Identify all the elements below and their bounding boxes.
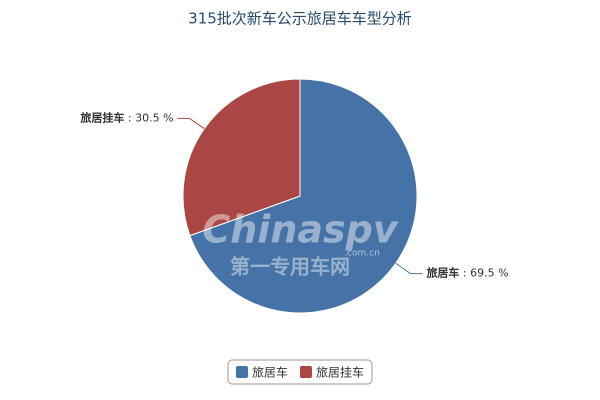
data-label-name: 旅居挂车 [80,110,124,124]
chart-title: 315批次新车公示旅居车车型分析 [188,10,412,28]
data-label-separator: : [124,111,135,124]
label-connector [395,262,423,275]
data-label-separator: : [459,267,470,280]
pie-slice [189,78,418,314]
data-label-name: 旅居车 [426,266,459,280]
data-label: 旅居挂车 : 30.5 % [80,110,173,124]
watermark: .com.cn [344,249,380,259]
data-label: 旅居车 : 69.5 % [426,266,508,280]
legend-label: 旅居车 [252,365,288,380]
label-connector [177,117,205,130]
watermark: Chinaspv [202,208,398,252]
pie-slice [182,78,301,237]
watermark: 第一专用车网 [230,255,350,279]
data-label-value: 30.5 % [135,111,173,124]
legend: 旅居车 旅居挂车 [227,359,373,385]
legend-swatch [235,366,248,378]
data-label-value: 69.5 % [470,267,508,280]
legend-swatch [300,366,312,378]
legend-label: 旅居挂车 [316,365,364,380]
